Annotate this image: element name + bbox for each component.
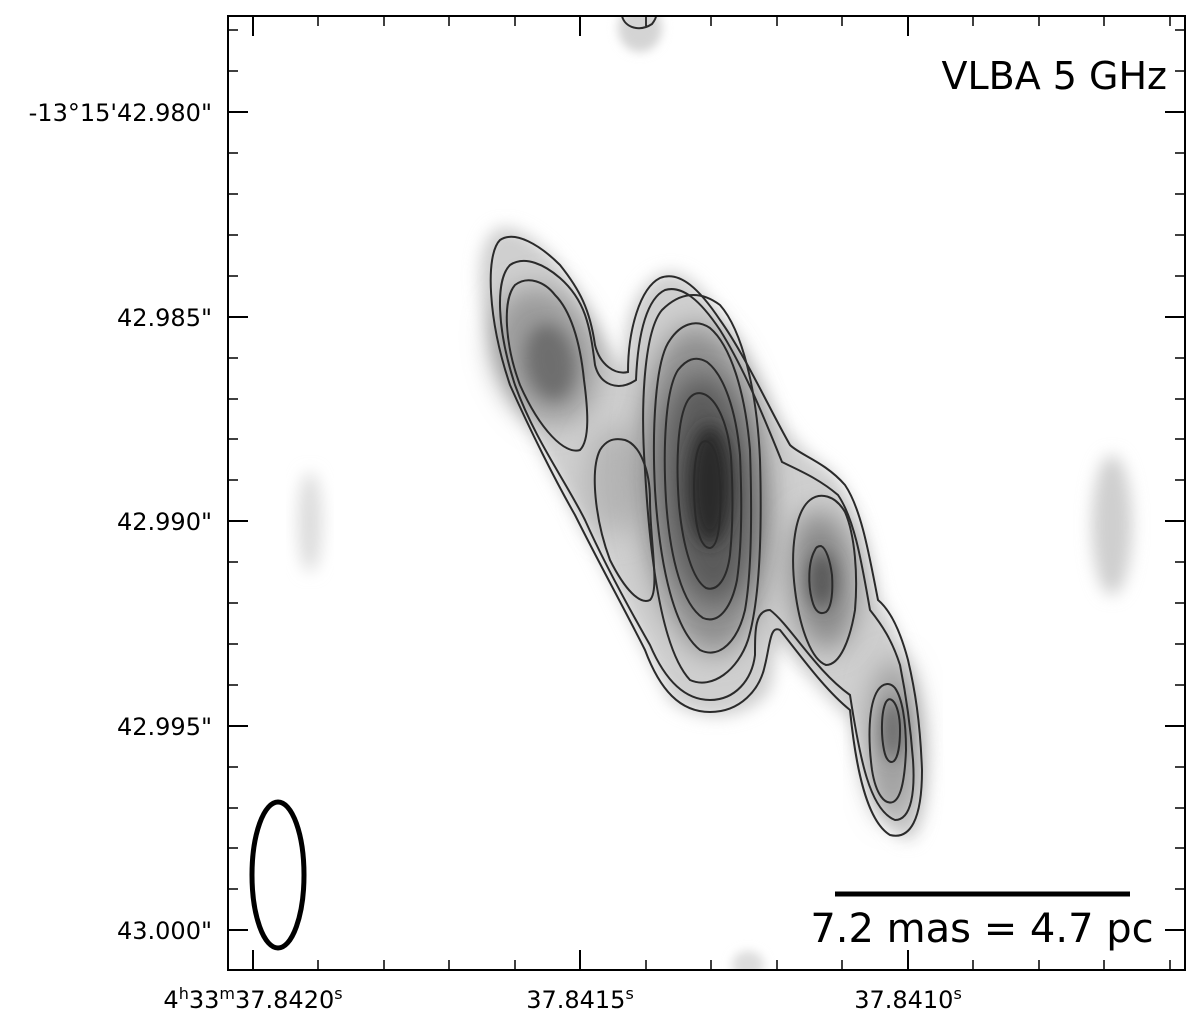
contour-level-11 [808, 544, 834, 615]
contour-level-14 [621, 16, 657, 30]
y-tick-label-0: -13°15'42.980" [29, 99, 212, 127]
x-tick-label-2-s-unit: s [953, 984, 961, 1003]
x-tick-label-1-s-unit: s [625, 984, 633, 1003]
contour-level-12 [868, 683, 908, 804]
y-axis-minor-ticks [228, 29, 1185, 890]
x-tick-label-2: 37.8410s [854, 984, 962, 1015]
x-tick-label-0-h-unit: h [179, 984, 189, 1003]
x-axis-minor-ticks [317, 16, 1171, 970]
scale-bar-label: 7.2 mas = 4.7 pc [810, 906, 1153, 952]
contour-level-7 [663, 357, 743, 621]
x-tick-label-0-minutes: 33 [189, 986, 220, 1014]
contour-level-5 [642, 293, 762, 684]
y-tick-labels: -13°15'42.980" 42.985" 42.990" 42.995" 4… [29, 99, 212, 945]
contour-level-3 [505, 279, 589, 452]
contour-level-10 [792, 494, 858, 667]
y-tick-label-3: 42.995" [117, 713, 212, 741]
x-tick-label-2-seconds: 37.8410 [854, 986, 953, 1014]
x-axis-ticks [252, 16, 909, 970]
contour-level-6 [652, 322, 753, 654]
x-tick-label-1-seconds: 37.8415 [526, 986, 625, 1014]
contour-level-9 [693, 440, 722, 550]
contour-level-13 [880, 698, 902, 763]
x-tick-label-0-hours: 4 [163, 986, 178, 1014]
y-tick-label-4: 43.000" [117, 917, 212, 945]
y-axis-ticks [228, 111, 1185, 931]
image-area [228, 16, 1185, 970]
x-tick-label-1: 37.8415s [526, 984, 634, 1015]
contour-lines [489, 16, 924, 837]
x-tick-label-0-seconds: 37.8420 [235, 986, 334, 1014]
beam-ellipse [249, 799, 307, 951]
x-tick-label-0-m-unit: m [219, 984, 235, 1003]
contour-level-1 [489, 235, 924, 837]
y-tick-label-1: 42.985" [117, 304, 212, 332]
x-tick-labels: 4h33m37.8420s 37.8415s 37.8410s [163, 984, 961, 1015]
contour-level-8 [676, 392, 734, 590]
plot-frame [227, 15, 1186, 971]
x-tick-label-0-s-unit: s [334, 984, 342, 1003]
contour-level-2 [499, 259, 915, 822]
y-tick-label-2: 42.990" [117, 508, 212, 536]
panel-label: VLBA 5 GHz [941, 54, 1167, 98]
x-tick-label-0: 4h33m37.8420s [163, 984, 342, 1015]
